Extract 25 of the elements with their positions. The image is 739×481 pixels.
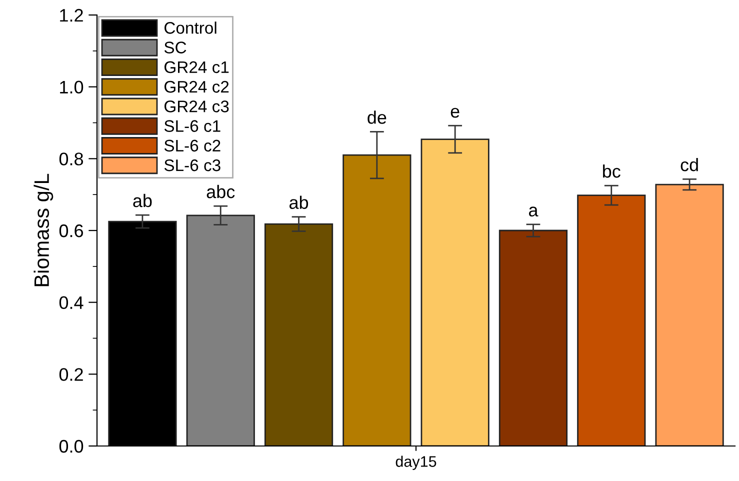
annotation: ab [289,196,308,209]
y-axis-title: Biomass g/L [34,174,54,286]
legend-label: GR24 c2 [164,80,229,93]
legend-label: GR24 c1 [164,61,229,74]
y-tick-label: 0.4 [59,296,84,310]
annotation: a [528,206,538,217]
legend-label: SL-6 c3 [164,159,220,172]
y-tick-label: 0.0 [59,440,84,453]
x-tick-label: day15 [396,456,436,470]
legend-label: SL-6 c1 [164,120,220,132]
y-tick-label: 0.2 [59,368,83,381]
legend-label: GR24 c3 [164,100,229,112]
annotation: e [450,108,460,118]
legend-label: SC [164,42,186,54]
y-tick-label: 0.6 [59,224,84,238]
y-tick-label: 1.2 [60,8,83,22]
annotation: bc [603,164,620,178]
annotation: de [368,110,386,124]
annotation: cd [680,158,698,172]
y-tick-label: 1.0 [60,80,84,94]
annotation: ab [133,194,152,208]
annotation: abc [206,184,235,198]
y-tick-label: 0.8 [59,152,84,166]
legend-label: Control [164,22,216,34]
legend-label: SL-6 c2 [164,140,220,152]
